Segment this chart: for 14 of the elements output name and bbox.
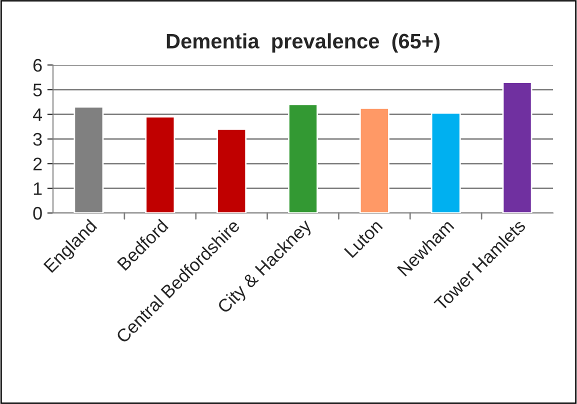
y-tick-label: 3 <box>33 132 42 146</box>
bar <box>502 82 532 213</box>
y-tick-label: 2 <box>33 158 42 170</box>
y-tick-label: 0 <box>33 206 42 220</box>
bar <box>288 104 318 213</box>
y-tick-label: 4 <box>32 108 42 121</box>
y-tick-label: 5 <box>33 84 42 96</box>
bar <box>430 112 461 213</box>
y-tick-label: 1 <box>34 182 42 195</box>
bar <box>216 128 247 213</box>
y-tick-label: 6 <box>33 58 42 72</box>
bar <box>145 116 176 213</box>
bar <box>359 107 390 213</box>
chart-title: Dementia prevalence (65+) <box>166 33 440 53</box>
